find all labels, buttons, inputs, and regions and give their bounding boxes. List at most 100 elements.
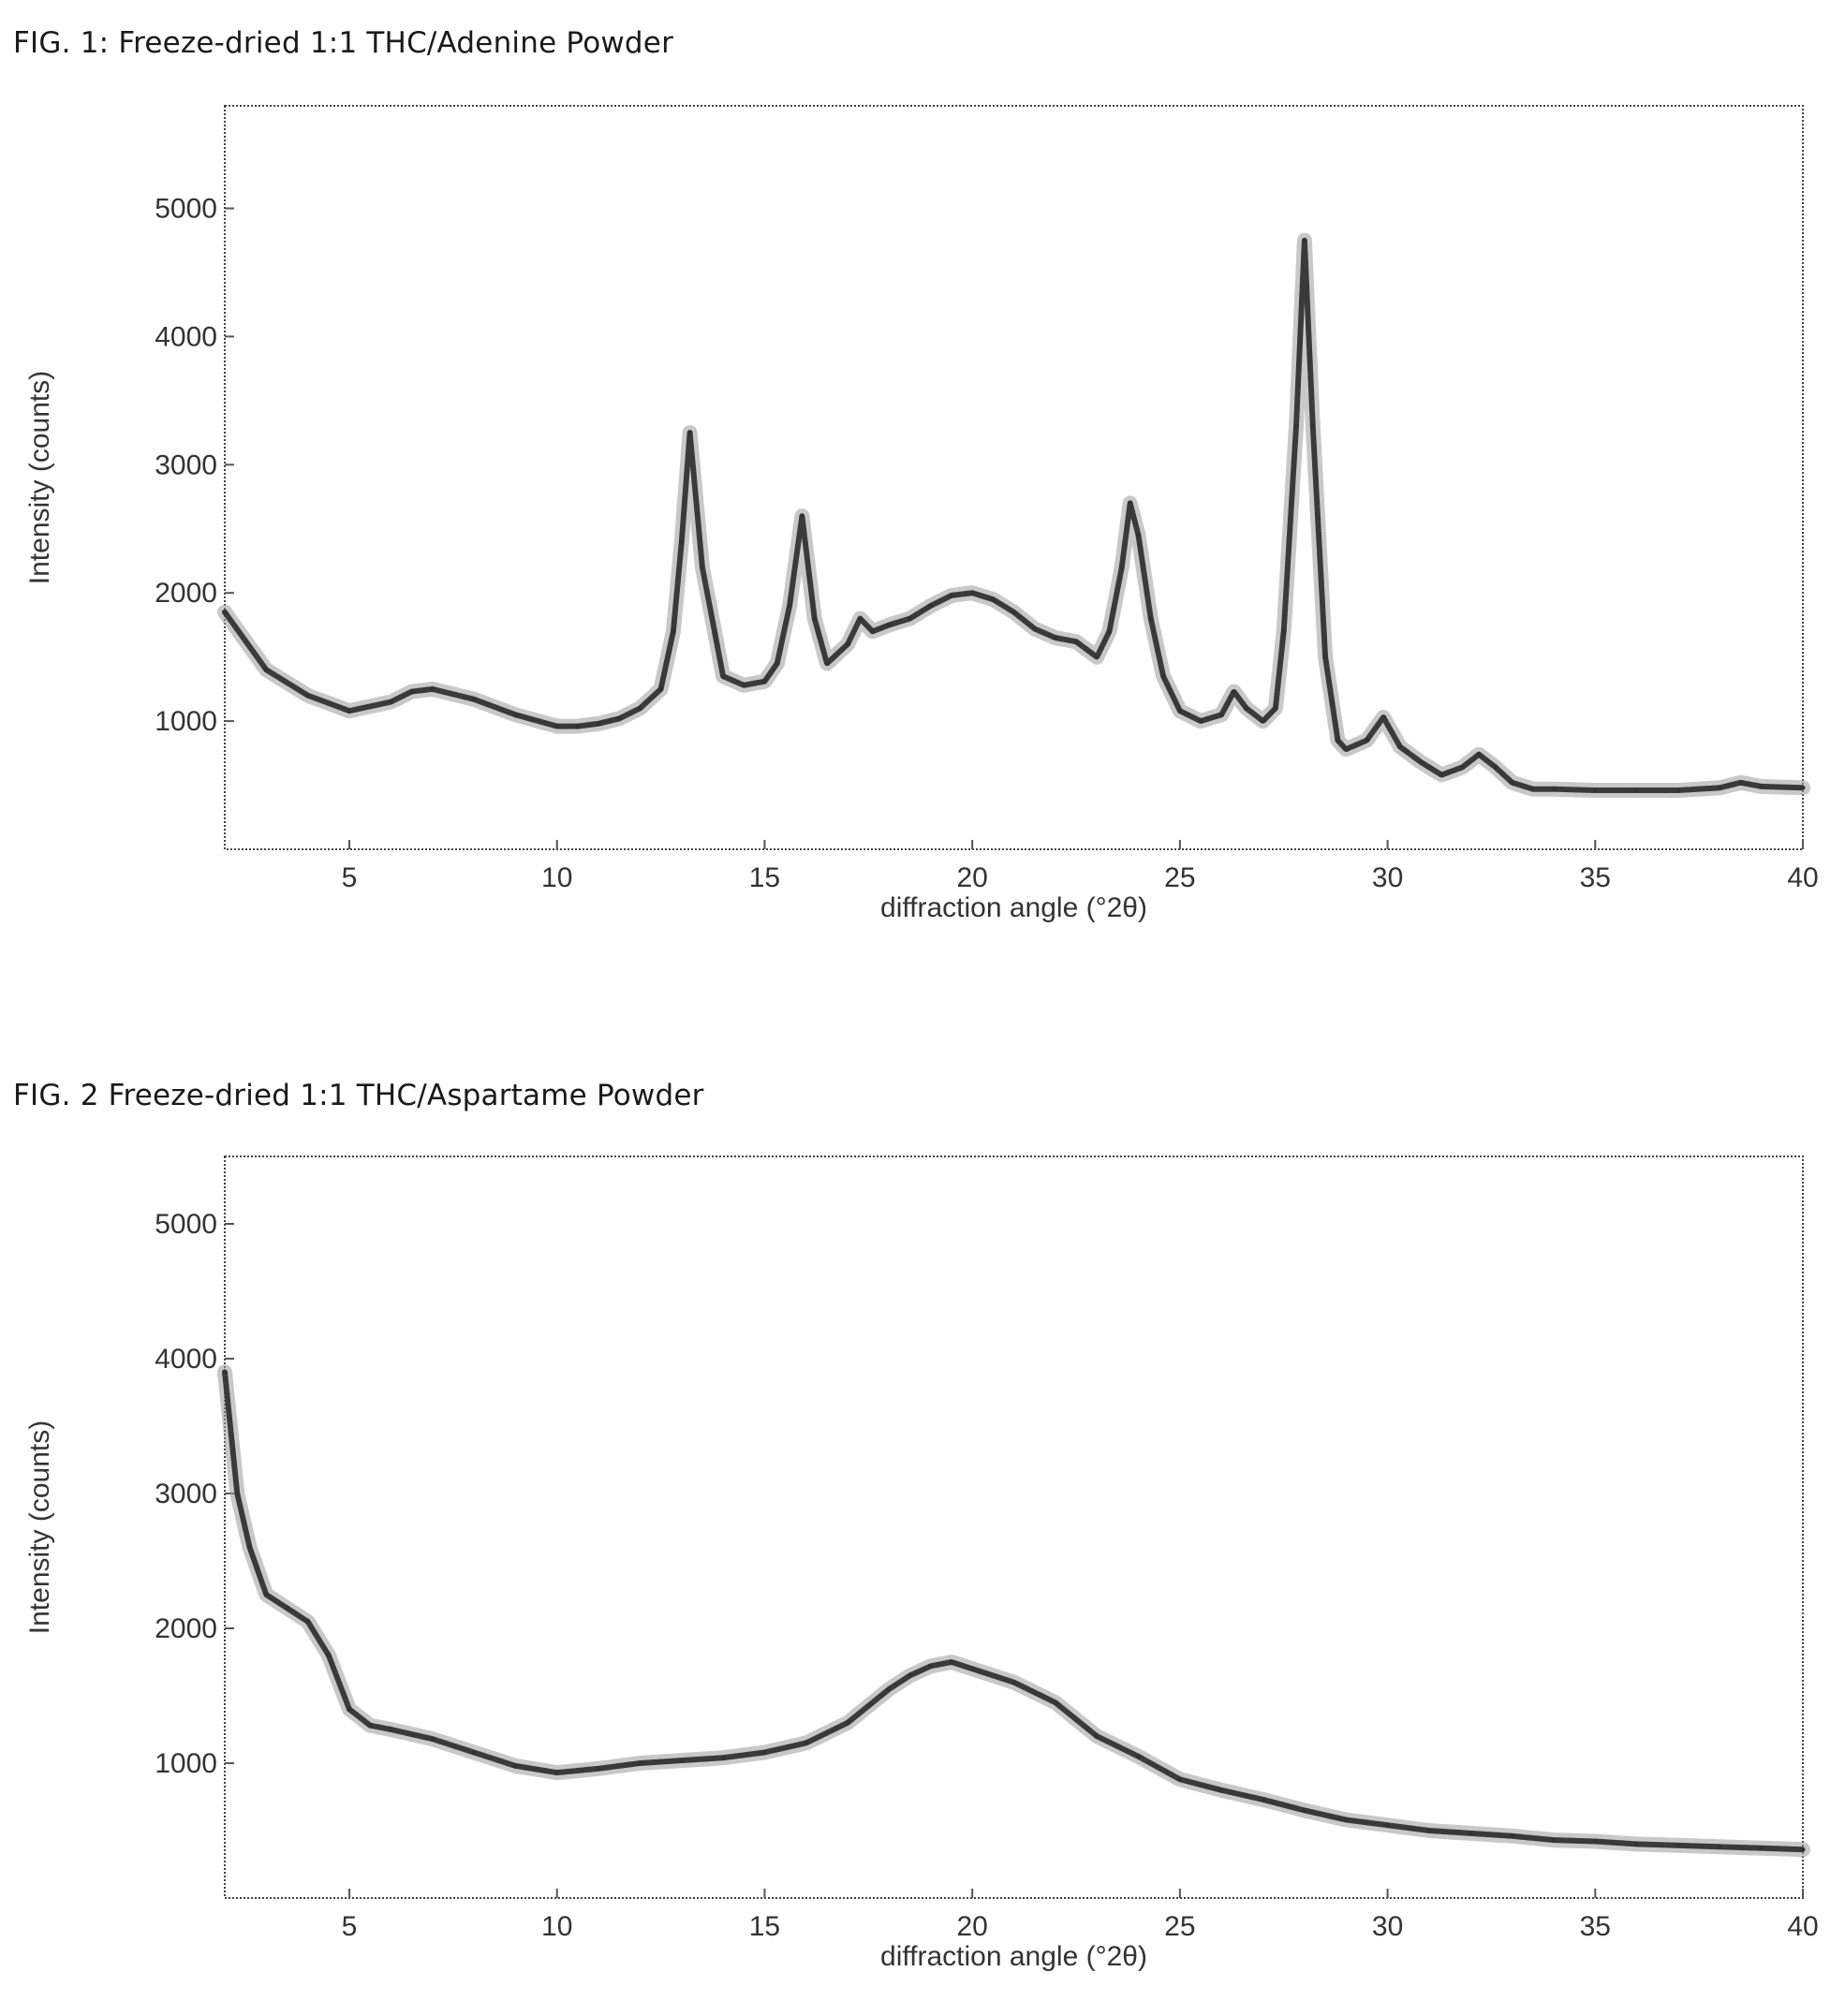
data-point [637,1760,642,1766]
x-tick-label: 35 [1580,1911,1611,1942]
y-tick-label: 1000 [155,706,217,737]
data-point [1136,533,1142,538]
y-tick-label: 1000 [155,1748,217,1779]
data-point [1011,1680,1016,1685]
data-point [761,1749,767,1755]
data-point [775,661,780,666]
data-point [1759,784,1764,789]
data-point [263,667,269,672]
data-point [1343,1817,1349,1822]
data-point [679,538,685,544]
data-point [1343,746,1349,752]
data-point [247,1545,253,1551]
data-point [222,1369,228,1375]
data-point [679,1758,685,1763]
y-axis-label: Intensity (counts) [24,1420,55,1634]
data-point [1160,673,1166,679]
x-tick-label: 15 [749,862,780,893]
data-point [812,616,818,622]
data-point [1530,787,1536,792]
data-point [305,693,311,699]
data-point [700,565,705,570]
data-point [886,1686,892,1692]
data-point [222,610,228,615]
data-point [1737,780,1743,786]
data-point [1397,743,1403,749]
data-point [799,513,804,519]
data-point [1717,785,1722,790]
data-point [1094,1733,1100,1739]
data-point [596,1766,601,1772]
data-point [949,1659,954,1665]
data-point [1380,714,1386,720]
data-point [870,628,876,634]
data-point [1759,1846,1764,1851]
data-point [1510,780,1515,786]
data-point [263,1592,269,1597]
data-point [949,593,954,598]
data-point [512,712,518,717]
data-point [928,1663,934,1669]
y-tick-label: 4000 [155,1344,217,1375]
data-point [886,622,892,627]
data-point [1148,616,1154,622]
x-tick-label: 40 [1787,862,1818,893]
data-point [857,616,863,622]
data-point [575,724,581,729]
data-point [1322,655,1328,660]
data-point [285,1605,290,1611]
data-point [908,1672,913,1678]
figure-2-chart: 5 10 15 20 25 30 35 40 1000 2000 3000 4000 5000 diffr… [24,1155,1819,1972]
series-line [222,1369,1806,1853]
data-point [1261,1797,1266,1803]
x-tick-label: 25 [1164,862,1195,893]
series-line [222,237,1806,793]
data-point [671,628,676,634]
data-point [804,1740,809,1745]
x-axis-label: diffraction angle (°2θ) [880,1941,1147,1972]
data-point [687,430,693,435]
data-point [1261,718,1266,724]
data-point [1675,787,1681,793]
data-point [1634,787,1640,793]
data-point [845,641,850,647]
x-tick-label: 10 [541,1911,572,1942]
data-point [388,699,393,705]
data-point [1053,1700,1058,1705]
data-point [1106,628,1112,634]
data-point [1493,764,1498,770]
data-point [1310,423,1316,429]
data-point [990,596,996,602]
data-point [1232,689,1237,695]
y-axis-label: Intensity (counts) [24,371,55,584]
data-point [596,721,601,727]
data-point [1128,500,1133,506]
data-point [1426,1828,1432,1833]
data-point [367,1723,373,1729]
data-point [741,683,746,688]
figure-1-title: FIG. 1: Freeze-dried 1:1 THC/Adenine Pow… [13,26,674,60]
y-tick-label: 3000 [155,449,217,480]
data-point [326,1653,332,1658]
x-tick-label: 20 [956,862,987,893]
data-point [908,616,913,622]
x-tick-label: 5 [342,1911,358,1942]
data-point [1476,752,1482,758]
data-point [1675,1843,1681,1848]
data-point [720,1755,726,1760]
data-point [1177,1776,1183,1782]
y-tick-label: 5000 [155,194,217,225]
data-point [1119,565,1125,570]
data-point [1281,628,1287,634]
data-point [1273,705,1278,711]
x-tick-label: 5 [342,862,358,893]
data-point [1177,708,1183,714]
series-noise-band [217,232,1810,798]
plot-frame [224,105,1804,850]
data-point [658,686,664,692]
data-point [1302,1807,1307,1813]
y-tick-label: 2000 [155,578,217,609]
data-point [1459,764,1465,770]
x-tick-label: 40 [1787,1911,1818,1942]
data-point [720,673,726,679]
